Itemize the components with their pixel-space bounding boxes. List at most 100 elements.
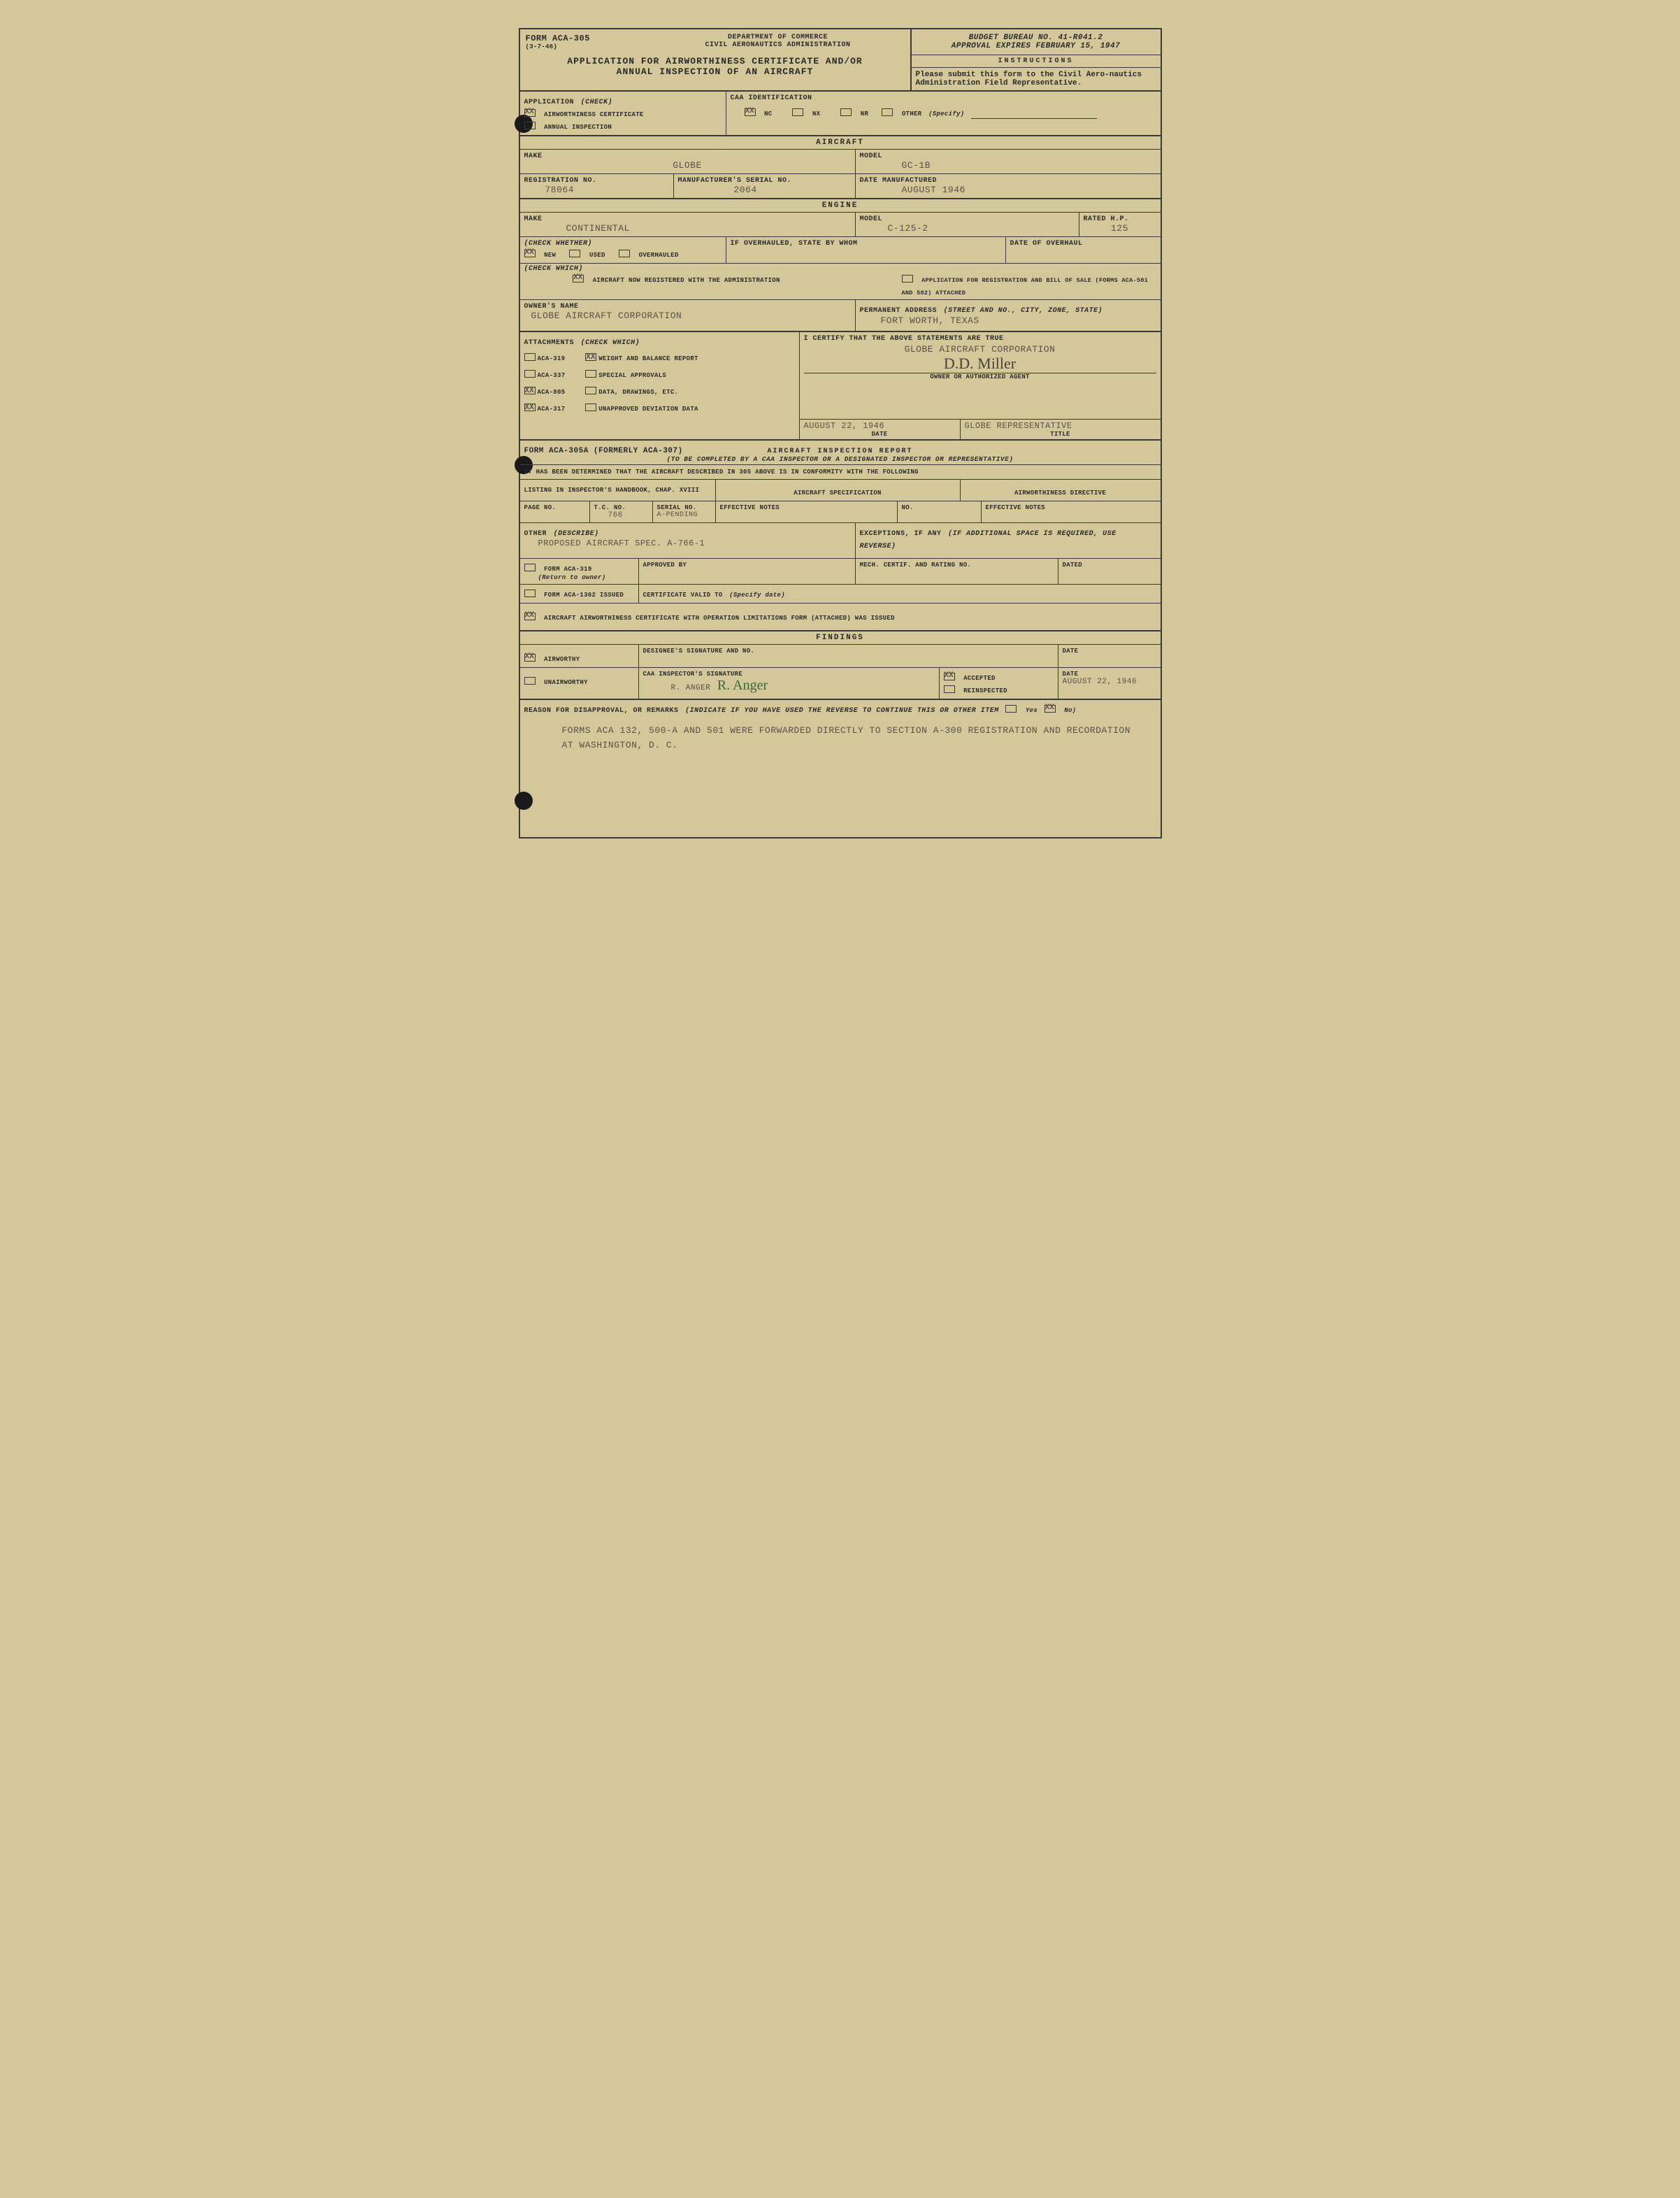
punch-hole: [515, 792, 533, 810]
airworthiness-opt: AIRWORTHINESS CERTIFICATE: [544, 111, 644, 118]
application-row: APPLICATION (Check) AIRWORTHINESS CERTIF…: [520, 92, 1161, 136]
remarks-note: (Indicate if you have used the reverse t…: [685, 707, 999, 715]
make-label: MAKE: [524, 152, 851, 160]
hp-label: RATED H.P.: [1084, 215, 1156, 223]
dept-name: DEPARTMENT OF COMMERCE: [652, 34, 905, 41]
aca805-checkbox[interactable]: [524, 387, 536, 394]
sa-checkbox[interactable]: [585, 370, 596, 378]
cert-valid-label: CERTIFICATE VALID TO: [643, 592, 723, 599]
unairworthy-checkbox[interactable]: [524, 677, 536, 685]
insp-serial: A-PENDING: [657, 511, 711, 519]
instructions-text: Please submit this form to the Civil Aer…: [912, 68, 1161, 90]
used-checkbox[interactable]: [569, 250, 580, 257]
udd-checkbox[interactable]: [585, 404, 596, 411]
airworthy-checkbox[interactable]: [524, 654, 536, 662]
f319-label: FORM ACA-319: [544, 566, 591, 573]
aircraft-section-bar: AIRCRAFT: [520, 136, 1161, 150]
new-label: NEW: [544, 252, 556, 259]
cert-issued-checkbox[interactable]: [524, 613, 536, 620]
nx-checkbox[interactable]: [792, 108, 803, 116]
engine-model-label: MODEL: [860, 215, 1075, 223]
approved-by-label: APPROVED BY: [643, 562, 851, 569]
wbr-checkbox[interactable]: [585, 353, 596, 361]
remarks-label: REASON FOR DISAPPROVAL, OR REMARKS: [524, 707, 679, 715]
overhauled-checkbox[interactable]: [619, 250, 630, 257]
date-mfg-label: DATE MANUFACTURED: [860, 177, 1156, 185]
spec-label: AIRCRAFT SPECIFICATION: [794, 490, 881, 497]
check-note: (Check): [581, 99, 613, 106]
registered-checkbox[interactable]: [573, 275, 584, 283]
f319-checkbox[interactable]: [524, 564, 536, 571]
findings-date-label-2: DATE: [1063, 671, 1156, 678]
overhaul-by-label: IF OVERHAULED, STATE BY WHOM: [731, 240, 1001, 248]
aca317-checkbox[interactable]: [524, 404, 536, 411]
reinspected-checkbox[interactable]: [944, 685, 955, 693]
no-label: NO.: [902, 504, 977, 511]
form-305a: FORM ACA-305a (FORMERLY ACA-307): [524, 447, 683, 455]
other-label: OTHER: [902, 110, 922, 117]
page-no-label: PAGE NO.: [524, 504, 585, 511]
date-mfg: AUGUST 1946: [860, 185, 1156, 195]
aca319-checkbox[interactable]: [524, 353, 536, 361]
owner-name: GLOBE AIRCRAFT CORPORATION: [524, 311, 851, 321]
check-whether-label: (Check whether): [524, 240, 721, 248]
other-label: OTHER: [524, 530, 547, 538]
reg-status-row: (Check which) AIRCRAFT NOW REGISTERED WI…: [520, 264, 1161, 300]
form1362-row: FORM ACA-1362 ISSUED CERTIFICATE VALID T…: [520, 585, 1161, 604]
spec-header-row: LISTING IN INSPECTOR'S HANDBOOK, CHAP. X…: [520, 480, 1161, 501]
describe-note: (Describe): [554, 530, 599, 538]
nr-checkbox[interactable]: [840, 108, 852, 116]
remarks-header: REASON FOR DISAPPROVAL, OR REMARKS (Indi…: [520, 700, 1161, 717]
attachments-note: (Check which): [581, 339, 640, 347]
findings-date-label-1: DATE: [1063, 648, 1156, 655]
airworthiness-checkbox[interactable]: [524, 109, 536, 117]
nc-checkbox[interactable]: [745, 108, 756, 116]
annual-checkbox[interactable]: [524, 122, 536, 129]
ddd-checkbox[interactable]: [585, 387, 596, 394]
eff-notes-label-2: EFFECTIVE NOTES: [986, 504, 1156, 511]
app-attached-checkbox[interactable]: [902, 275, 913, 283]
inspector-signature: R. Anger: [717, 678, 768, 693]
inspector-label: CAA INSPECTOR'S SIGNATURE: [643, 671, 935, 678]
remarks-body: FORMS ACA 132, 500-A AND 501 WERE FORWAR…: [520, 717, 1161, 837]
spec-values-row: PAGE NO. T.C. NO.766 SERIAL NO.A-PENDING…: [520, 501, 1161, 523]
attachments-label: ATTACHMENTS: [524, 339, 575, 347]
aca337-checkbox[interactable]: [524, 370, 536, 378]
inspection-note: (To be completed by a CAA inspector or a…: [524, 455, 1156, 463]
new-checkbox[interactable]: [524, 250, 536, 257]
accepted-label: ACCEPTED: [963, 675, 996, 682]
no-label: No): [1064, 707, 1076, 714]
directive-label: AIRWORTHINESS DIRECTIVE: [1014, 490, 1106, 497]
other-val: PROPOSED AIRCRAFT SPEC. A-766-1: [524, 538, 851, 548]
yes-label: Yes: [1026, 707, 1038, 714]
determined-text: IT HAS BEEN DETERMINED THAT THE AIRCRAFT…: [520, 464, 1161, 479]
reg-label: REGISTRATION NO.: [524, 177, 669, 185]
other-input[interactable]: [971, 110, 1097, 119]
specify-note: (Specify): [928, 110, 964, 117]
form-number: FORM ACA-305: [526, 34, 652, 43]
engine-section-bar: ENGINE: [520, 199, 1161, 213]
approval-expires: APPROVAL EXPIRES FEBRUARY 15, 1947: [916, 42, 1156, 50]
header-row: FORM ACA-305 (3-7-46) DEPARTMENT OF COMM…: [520, 29, 1161, 92]
overhauled-label: OVERHAULED: [639, 252, 679, 259]
f319-note: (Return to owner): [524, 574, 634, 581]
findings-date: AUGUST 22, 1946: [1063, 678, 1156, 686]
insp-serial-label: SERIAL NO.: [657, 504, 711, 511]
engine-model: C-125-2: [860, 223, 1075, 234]
f1362-checkbox[interactable]: [524, 590, 536, 597]
aircraft-make-model-row: MAKE GLOBE MODEL GC-1B: [520, 150, 1161, 174]
other-checkbox[interactable]: [882, 108, 893, 116]
findings-row-2: UNAIRWORTHY CAA INSPECTOR'S SIGNATURE R.…: [520, 668, 1161, 700]
exceptions-label: EXCEPTIONS, IF ANY: [860, 530, 942, 538]
remarks-no-checkbox[interactable]: [1044, 705, 1056, 713]
used-label: USED: [589, 252, 605, 259]
specify-date-note: (Specify date): [729, 592, 785, 599]
accepted-checkbox[interactable]: [944, 673, 955, 680]
form-title-1: APPLICATION FOR AIRWORTHINESS CERTIFICAT…: [526, 56, 905, 66]
application-label: APPLICATION: [524, 99, 575, 106]
aircraft-model: GC-1B: [860, 160, 1156, 171]
addr-note: (Street and No., City, Zone, State): [944, 307, 1103, 315]
annual-opt: ANNUAL INSPECTION: [544, 124, 612, 131]
serial-no: 2064: [678, 185, 851, 195]
remarks-yes-checkbox[interactable]: [1005, 705, 1017, 713]
